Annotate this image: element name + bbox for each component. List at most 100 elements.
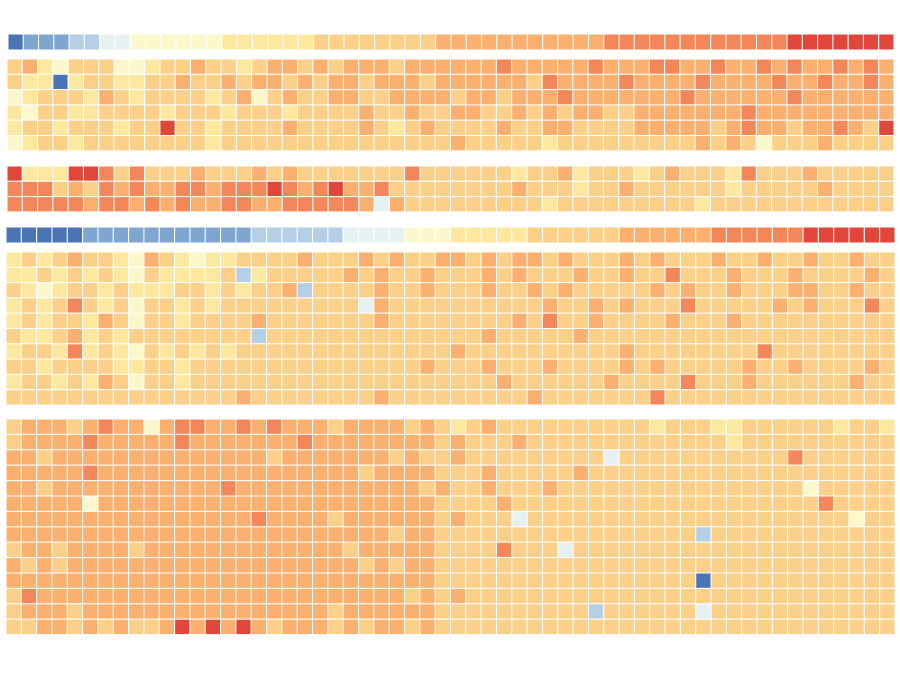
- heatmap-cell: [51, 297, 68, 314]
- heatmap-cell: [97, 480, 114, 497]
- heatmap-cell: [220, 89, 237, 106]
- heatmap-cell: [342, 119, 360, 136]
- heatmap-cell: [404, 418, 421, 435]
- heatmap-cell: [235, 433, 252, 451]
- heatmap-cell: [128, 389, 145, 406]
- heatmap-cell: [817, 495, 835, 512]
- heatmap-cell: [833, 541, 850, 559]
- heatmap-cell: [664, 618, 681, 636]
- heatmap-cell: [143, 358, 160, 375]
- heatmap-cell: [82, 328, 99, 345]
- heatmap-cell: [388, 389, 406, 406]
- heatmap-cell: [787, 312, 804, 330]
- heatmap-cell: [664, 433, 681, 451]
- heatmap-cell: [863, 312, 881, 330]
- heatmap-cell: [695, 541, 712, 559]
- heatmap-cell: [526, 226, 543, 244]
- heatmap-cell: [618, 196, 635, 213]
- heatmap-cell: [832, 135, 849, 152]
- heatmap-cell: [787, 526, 804, 543]
- heatmap-cell: [235, 328, 252, 345]
- heatmap-cell: [833, 433, 850, 451]
- heatmap-cell: [128, 557, 145, 574]
- heatmap-cell: [97, 328, 114, 345]
- heatmap-cell: [450, 73, 467, 91]
- heatmap-cell: [495, 282, 513, 299]
- heatmap-cell: [97, 449, 114, 466]
- heatmap-cell: [158, 603, 176, 620]
- heatmap-cell: [296, 495, 314, 512]
- heatmap-cell: [434, 180, 452, 198]
- heatmap-cell: [312, 480, 329, 497]
- heatmap-cell: [158, 226, 176, 244]
- heatmap-cell: [36, 328, 53, 345]
- heatmap-cell: [281, 389, 298, 406]
- heatmap-cell: [205, 196, 222, 213]
- heatmap-cell: [190, 89, 207, 106]
- heatmap-cell: [434, 266, 452, 284]
- heatmap-cell: [863, 297, 881, 314]
- heatmap-cell: [20, 603, 38, 620]
- heatmap-cell: [174, 251, 191, 268]
- heatmap-cell: [771, 418, 789, 435]
- heatmap-cell: [649, 389, 666, 406]
- heatmap-cell: [679, 526, 697, 543]
- heatmap-cell: [204, 526, 222, 543]
- heatmap-cell: [220, 358, 237, 375]
- heatmap-cell: [250, 510, 268, 528]
- heatmap-cell: [771, 343, 789, 360]
- heatmap-cell: [5, 266, 22, 284]
- heatmap-cell: [158, 464, 176, 482]
- heatmap-cell: [480, 495, 497, 512]
- heatmap-cell: [174, 449, 191, 466]
- heatmap-cell: [419, 510, 436, 528]
- heatmap-cell: [618, 541, 635, 559]
- heatmap-cell: [66, 572, 84, 589]
- heatmap-cell: [603, 297, 620, 314]
- heatmap-cell: [312, 433, 329, 451]
- heatmap-cell: [633, 389, 651, 406]
- heatmap-cell: [113, 180, 130, 198]
- heatmap-cell: [297, 135, 314, 152]
- heatmap-cell: [204, 557, 222, 574]
- heatmap-cell: [5, 297, 22, 314]
- heatmap-cell: [725, 464, 743, 482]
- heatmap-cell: [649, 251, 666, 268]
- heatmap-cell: [557, 572, 574, 589]
- heatmap-cell: [801, 135, 819, 152]
- heatmap-cell: [495, 541, 513, 559]
- heatmap-cell: [51, 464, 68, 482]
- heatmap-cell: [419, 104, 436, 121]
- heatmap-cell: [603, 266, 620, 284]
- heatmap-cell: [143, 480, 160, 497]
- heatmap-cell: [863, 464, 881, 482]
- heatmap-cell: [480, 587, 497, 605]
- heatmap-cell: [557, 312, 574, 330]
- heatmap-cell: [312, 58, 329, 75]
- heatmap-cell: [174, 373, 191, 391]
- heatmap-cell: [204, 282, 222, 299]
- heatmap-cell: [633, 119, 650, 136]
- heatmap-cell: [434, 433, 452, 451]
- heatmap-cell: [741, 389, 758, 406]
- heatmap-cell: [787, 603, 804, 620]
- heatmap-cell: [312, 312, 329, 330]
- heatmap-cell: [848, 312, 865, 330]
- heatmap-cell: [220, 557, 237, 574]
- heatmap-cell: [235, 135, 253, 152]
- heatmap-cell: [802, 389, 819, 406]
- heatmap-cell: [312, 572, 329, 589]
- heatmap-cell: [128, 358, 145, 375]
- heatmap-cell: [725, 251, 743, 268]
- heatmap-cell: [863, 373, 881, 391]
- heatmap-cell: [128, 433, 145, 451]
- heatmap-cell: [572, 389, 589, 406]
- heatmap-cell: [128, 297, 145, 314]
- heatmap-cell: [526, 587, 543, 605]
- heatmap-cell: [220, 480, 237, 497]
- heatmap-cell: [281, 587, 298, 605]
- heatmap-cell: [450, 266, 467, 284]
- heatmap-cell: [174, 343, 191, 360]
- heatmap-cell: [603, 480, 620, 497]
- heatmap-cell: [602, 73, 620, 91]
